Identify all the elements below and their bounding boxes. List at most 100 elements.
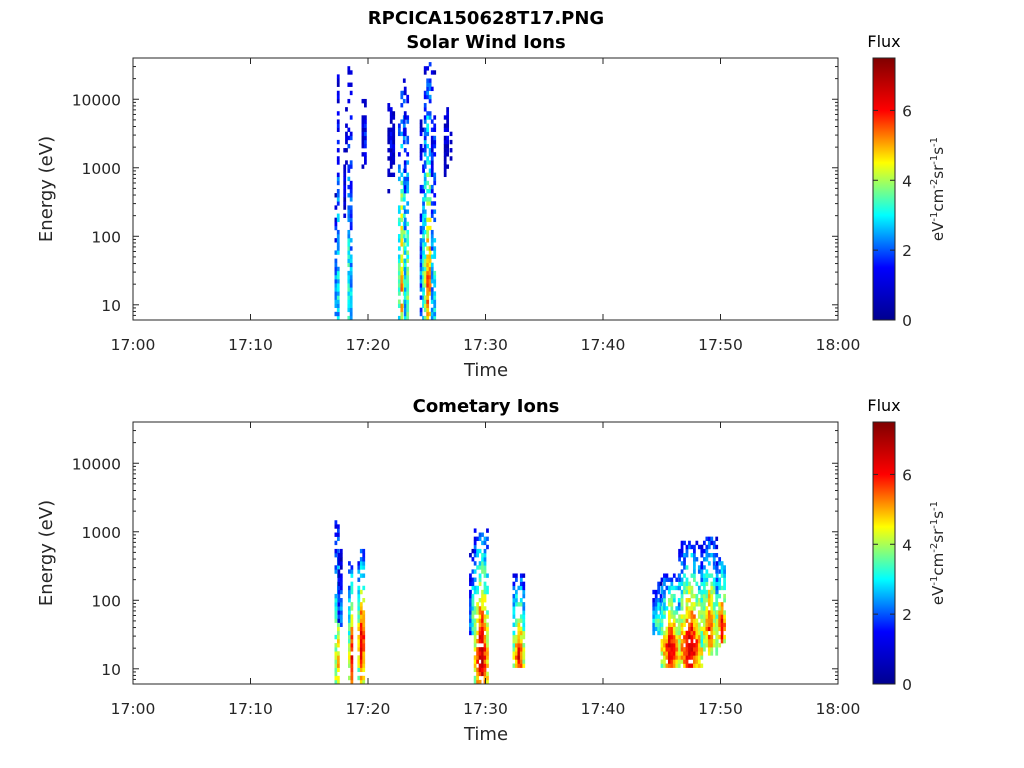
cometary-spectrogram-cell bbox=[700, 618, 704, 623]
cometary-spectrogram-cell bbox=[667, 647, 671, 652]
cometary-spectrogram-cell bbox=[678, 659, 681, 664]
cometary-spectrogram-cell bbox=[705, 548, 709, 554]
solar-wind-spectrogram-cell bbox=[426, 270, 430, 276]
solar-wind-spectrogram-cell bbox=[433, 238, 437, 243]
solar-wind-spectrogram-cell bbox=[422, 238, 425, 243]
solar-wind-spectrogram-cell bbox=[406, 299, 410, 304]
cometary-spectrogram-cell bbox=[702, 634, 706, 640]
cometary-spectrogram-cell bbox=[350, 585, 354, 591]
cometary-spectrogram-cell bbox=[700, 581, 704, 587]
cometary-x-tick-label: 17:20 bbox=[346, 700, 391, 718]
solar-wind-spectrogram-cell bbox=[347, 238, 351, 243]
solar-wind-spectrogram-cell bbox=[423, 160, 427, 165]
solar-wind-spectrogram-cell bbox=[446, 148, 450, 153]
solar-wind-spectrogram-cell bbox=[349, 213, 353, 218]
solar-wind-spectrogram-cell bbox=[430, 291, 434, 296]
cometary-spectrogram-cell bbox=[685, 651, 689, 656]
solar-wind-spectrogram-cell bbox=[423, 90, 427, 96]
cometary-spectrogram-cell bbox=[707, 561, 711, 566]
solar-wind-spectrogram-cell bbox=[403, 283, 407, 288]
cometary-spectrogram-cell bbox=[693, 573, 696, 578]
cometary-spectrogram-cell bbox=[667, 655, 671, 660]
solar-wind-spectrogram-cell bbox=[402, 139, 406, 145]
solar-wind-spectrogram-cell bbox=[343, 184, 347, 190]
cometary-title: Cometary Ions bbox=[413, 396, 560, 417]
solar-wind-colorbar-tick-label: 4 bbox=[902, 172, 912, 190]
solar-wind-spectrogram-cell bbox=[402, 98, 406, 104]
solar-wind-x-tick-label: 17:00 bbox=[111, 336, 156, 354]
solar-wind-spectrogram-cell bbox=[428, 217, 432, 223]
solar-wind-spectrogram-cell bbox=[428, 274, 432, 280]
solar-wind-spectrogram-cell bbox=[347, 127, 351, 132]
cometary-spectrogram-cell bbox=[476, 659, 479, 664]
cometary-spectrogram-cell bbox=[702, 589, 706, 595]
cometary-spectrogram-cell bbox=[685, 643, 689, 648]
solar-wind-spectrogram-cell bbox=[406, 315, 410, 321]
solar-wind-spectrogram-cell bbox=[433, 115, 437, 120]
cometary-spectrogram-cell bbox=[688, 626, 691, 632]
solar-wind-spectrogram-cell bbox=[347, 229, 351, 235]
cometary-spectrogram-cell bbox=[357, 638, 361, 644]
solar-wind-spectrogram-cell bbox=[403, 115, 407, 120]
cometary-spectrogram-cell bbox=[710, 585, 714, 591]
solar-wind-spectrogram-cell bbox=[430, 274, 434, 280]
cometary-spectrogram-cell bbox=[657, 622, 661, 627]
cometary-spectrogram-cell bbox=[348, 675, 351, 681]
solar-wind-spectrogram-cell bbox=[403, 274, 407, 280]
cometary-spectrogram-cell bbox=[350, 655, 354, 660]
solar-wind-spectrogram-cell bbox=[397, 299, 401, 304]
cometary-spectrogram-cell bbox=[659, 581, 663, 587]
cometary-spectrogram-cell bbox=[705, 536, 709, 542]
solar-wind-spectrogram-cell bbox=[443, 164, 447, 169]
cometary-spectrogram-cell bbox=[700, 638, 704, 644]
cometary-spectrogram-cell bbox=[517, 638, 521, 644]
cometary-spectrogram-cell bbox=[512, 655, 516, 660]
solar-wind-spectrogram-cell bbox=[400, 217, 404, 223]
solar-wind-spectrogram-cell bbox=[426, 90, 430, 96]
cometary-spectrogram-cell bbox=[476, 655, 479, 660]
solar-wind-spectrogram-cell bbox=[349, 90, 353, 96]
cometary-spectrogram-cell bbox=[481, 671, 484, 677]
cometary-spectrogram-cell bbox=[478, 638, 482, 644]
solar-wind-spectrogram-cell bbox=[347, 193, 351, 198]
solar-wind-spectrogram-cell bbox=[430, 307, 434, 313]
solar-wind-spectrogram-cell bbox=[422, 217, 425, 223]
solar-wind-spectrogram-cell bbox=[423, 270, 427, 276]
cometary-spectrogram-cell bbox=[683, 638, 686, 644]
cometary-spectrogram-cell bbox=[517, 659, 521, 664]
solar-wind-spectrogram-cell bbox=[400, 242, 404, 247]
solar-wind-spectrogram-cell bbox=[419, 238, 423, 243]
solar-wind-spectrogram-cell bbox=[430, 266, 434, 272]
cometary-spectrogram-cell bbox=[486, 610, 489, 615]
solar-wind-spectrogram-cell bbox=[426, 160, 430, 165]
cometary-spectrogram-cell bbox=[336, 675, 340, 681]
solar-wind-spectrogram-cell bbox=[428, 98, 432, 104]
cometary-spectrogram-cell bbox=[690, 553, 694, 558]
solar-wind-spectrogram-cell bbox=[426, 156, 430, 161]
solar-wind-spectrogram-cell bbox=[430, 315, 434, 321]
solar-wind-spectrogram-cell bbox=[347, 315, 351, 321]
solar-wind-spectrogram-cell bbox=[397, 238, 401, 243]
solar-wind-spectrogram-cell bbox=[343, 201, 347, 206]
solar-wind-spectrogram-cell bbox=[426, 311, 430, 317]
solar-wind-plot-frame bbox=[132, 57, 839, 321]
cometary-spectrogram-cell bbox=[700, 634, 704, 640]
cometary-spectrogram-cell bbox=[670, 602, 674, 607]
cometary-spectrogram-cell bbox=[718, 606, 722, 611]
cometary-spectrogram-cell bbox=[680, 602, 684, 607]
cometary-spectrogram-cell bbox=[359, 647, 363, 652]
cometary-spectrogram-cell bbox=[720, 573, 724, 578]
cometary-spectrogram-cell bbox=[720, 634, 724, 640]
cometary-spectrogram-cell bbox=[683, 647, 686, 652]
cometary-spectrogram-cell bbox=[665, 638, 669, 644]
solar-wind-spectrogram-cell bbox=[403, 160, 407, 165]
cometary-spectrogram-cell bbox=[680, 651, 684, 656]
cometary-spectrogram-cell bbox=[469, 577, 472, 582]
solar-wind-spectrogram-cell bbox=[402, 229, 406, 235]
cometary-spectrogram-cell bbox=[514, 598, 518, 603]
cometary-spectrogram-cell bbox=[693, 569, 696, 574]
cometary-spectrogram-cell bbox=[519, 598, 523, 603]
cometary-spectrogram-cell bbox=[693, 659, 696, 664]
solar-wind-spectrogram-cell bbox=[400, 258, 404, 263]
cometary-spectrogram-cell bbox=[702, 630, 706, 636]
